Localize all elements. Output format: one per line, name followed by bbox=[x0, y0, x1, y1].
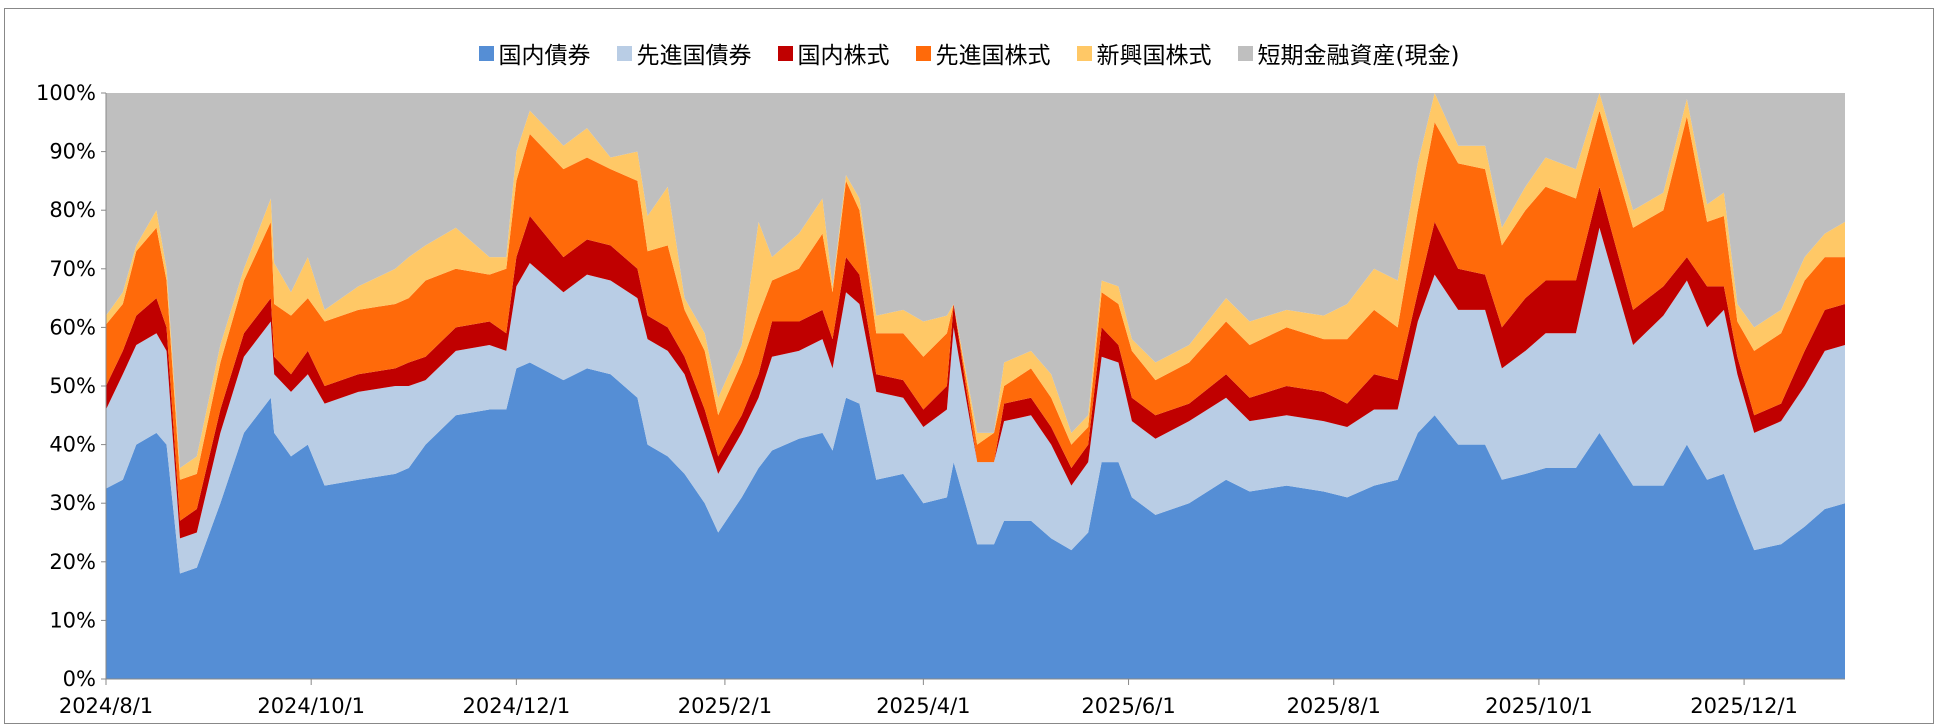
x-tick-label: 2025/6/1 bbox=[1081, 694, 1175, 718]
legend-label: 国内債券 bbox=[498, 43, 591, 69]
y-tick-label: 100% bbox=[36, 81, 96, 105]
legend-item: 先進国株式 bbox=[915, 36, 1051, 70]
x-tick-label: 2025/10/1 bbox=[1485, 694, 1593, 718]
y-tick-label: 50% bbox=[49, 374, 96, 398]
legend-item: 国内債券 bbox=[478, 36, 591, 70]
x-tick-label: 2024/8/1 bbox=[59, 694, 153, 718]
legend-swatch bbox=[915, 45, 931, 61]
area bbox=[106, 93, 1845, 469]
y-tick-label: 70% bbox=[49, 257, 96, 281]
legend-swatch bbox=[1076, 45, 1092, 61]
legend-label: 先進国株式 bbox=[935, 43, 1051, 69]
x-tick-label: 2024/12/1 bbox=[463, 694, 571, 718]
chart-frame bbox=[4, 8, 1934, 724]
y-tick-label: 30% bbox=[49, 491, 96, 515]
y-tick-label: 90% bbox=[49, 140, 96, 164]
y-tick-label: 10% bbox=[49, 608, 96, 632]
y-tick-label: 20% bbox=[49, 550, 96, 574]
legend-item: 短期金融資産(現金) bbox=[1237, 36, 1460, 70]
x-tick-label: 2024/10/1 bbox=[257, 694, 365, 718]
legend-label: 先進国債券 bbox=[636, 43, 752, 69]
legend-swatch bbox=[1237, 45, 1253, 61]
legend-swatch bbox=[777, 45, 793, 61]
y-tick-label: 0% bbox=[63, 667, 96, 691]
y-tick-label: 40% bbox=[49, 433, 96, 457]
x-tick-label: 2025/8/1 bbox=[1287, 694, 1381, 718]
legend-swatch bbox=[478, 45, 494, 61]
legend: 国内債券 先進国債券 国内株式 先進国株式 新興国株式 短期金融資産(現金) bbox=[0, 36, 1938, 70]
y-tick-label: 80% bbox=[49, 198, 96, 222]
legend-item: 国内株式 bbox=[777, 36, 890, 70]
legend-label: 短期金融資産(現金) bbox=[1257, 43, 1460, 69]
x-tick-label: 2025/4/1 bbox=[876, 694, 970, 718]
area bbox=[106, 227, 1845, 574]
legend-label: 新興国株式 bbox=[1096, 43, 1212, 69]
area bbox=[106, 362, 1845, 679]
y-tick-label: 60% bbox=[49, 315, 96, 339]
legend-item: 先進国債券 bbox=[616, 36, 752, 70]
legend-item: 新興国株式 bbox=[1076, 36, 1212, 70]
legend-label: 国内株式 bbox=[797, 43, 890, 69]
legend-swatch bbox=[616, 45, 632, 61]
x-tick-label: 2025/2/1 bbox=[678, 694, 772, 718]
area bbox=[106, 110, 1845, 521]
x-tick-label: 2025/12/1 bbox=[1690, 694, 1798, 718]
